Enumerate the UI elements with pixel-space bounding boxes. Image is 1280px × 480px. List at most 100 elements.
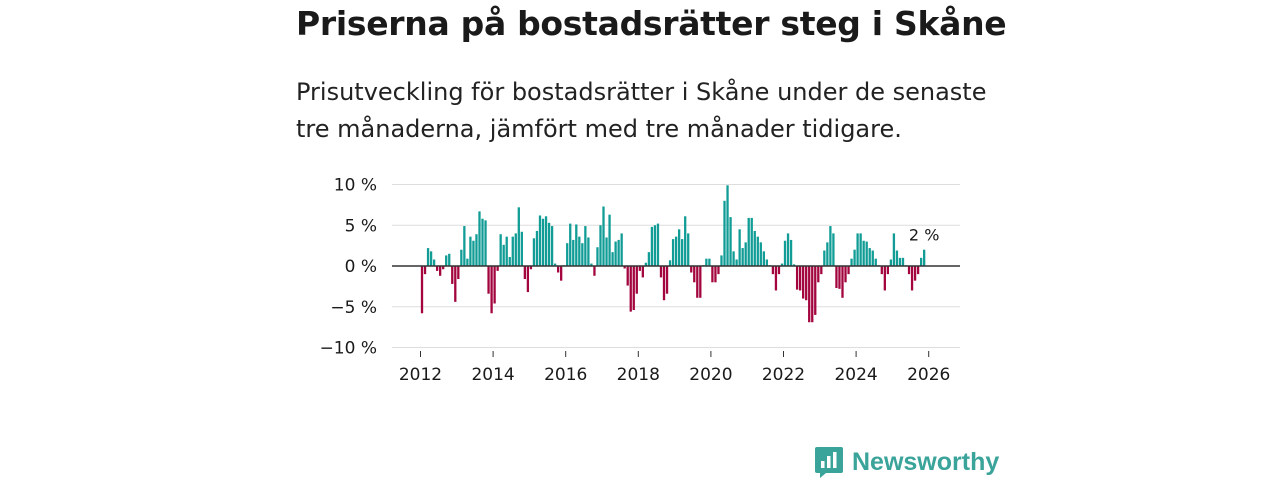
bar — [759, 242, 762, 267]
bar — [714, 266, 717, 283]
bar — [435, 266, 439, 271]
bar — [681, 239, 684, 266]
bar — [671, 239, 675, 266]
bar — [466, 258, 469, 267]
chart-subtitle: Prisutveckling för bostadsrätter i Skåne… — [296, 78, 987, 143]
bar — [826, 242, 829, 267]
bar — [632, 266, 635, 311]
x-tick-label: 2018 — [617, 365, 660, 385]
bar — [587, 237, 590, 266]
bar — [617, 239, 620, 266]
bar — [454, 266, 457, 302]
bar — [913, 266, 917, 281]
bar — [442, 266, 445, 270]
bar — [508, 257, 511, 267]
bar — [448, 253, 451, 267]
bar — [919, 257, 923, 266]
bar — [517, 207, 520, 266]
bar — [668, 260, 672, 267]
bar — [747, 217, 750, 266]
bar — [556, 266, 560, 273]
bar — [505, 236, 508, 266]
bar — [811, 266, 814, 323]
bar — [901, 257, 905, 266]
bar — [478, 211, 481, 266]
bar — [862, 240, 865, 267]
bar — [629, 266, 632, 312]
bar — [841, 266, 844, 298]
bar — [786, 233, 790, 266]
chart-title: Priserna på bostadsrätter steg i Skåne — [296, 4, 1007, 43]
bar — [756, 236, 759, 266]
bar — [662, 266, 666, 301]
bar — [762, 251, 765, 266]
bar — [575, 224, 578, 266]
bar — [484, 220, 487, 266]
bar — [844, 266, 847, 283]
x-tick-label: 2020 — [689, 365, 732, 385]
bar — [886, 266, 890, 275]
x-tick-label: 2016 — [544, 365, 587, 385]
bar — [780, 263, 784, 266]
bar — [835, 266, 838, 289]
bar — [429, 251, 433, 266]
bar — [892, 233, 896, 266]
bar — [560, 266, 563, 281]
bar — [783, 240, 787, 267]
bar — [823, 250, 826, 266]
bar — [635, 266, 638, 294]
bar — [814, 266, 817, 315]
bar — [898, 257, 902, 266]
newsworthy-logo[interactable]: Newsworthy — [814, 446, 999, 478]
bar — [623, 266, 626, 269]
bar — [856, 233, 859, 266]
bar — [832, 233, 835, 266]
bar — [874, 258, 877, 267]
y-tick-label: −10 % — [320, 339, 377, 359]
bar — [535, 230, 539, 266]
y-tick-label: 0 % — [345, 257, 377, 277]
bar — [829, 226, 832, 266]
bar — [475, 234, 478, 267]
bar — [916, 266, 920, 275]
last-value-annotation: 2 % — [909, 226, 939, 245]
bar — [590, 263, 593, 266]
bar — [647, 252, 651, 267]
x-tick-label: 2022 — [762, 365, 805, 385]
bar — [520, 231, 523, 266]
bar — [853, 249, 856, 266]
bar — [895, 250, 899, 266]
bar — [626, 266, 629, 286]
bar — [641, 266, 644, 278]
bar — [820, 266, 823, 275]
bar — [693, 266, 696, 283]
bar — [910, 266, 914, 291]
bar — [817, 266, 820, 283]
x-tick-label: 2024 — [834, 365, 877, 385]
bar — [753, 230, 756, 266]
bar — [802, 266, 805, 299]
bar — [566, 243, 569, 266]
bar — [889, 259, 893, 266]
bar — [432, 259, 436, 266]
bar — [423, 266, 427, 275]
x-tick-label: 2026 — [907, 365, 950, 385]
bar — [868, 248, 871, 266]
bar — [596, 247, 599, 266]
bars — [420, 185, 926, 323]
bar — [620, 233, 623, 266]
bar — [426, 248, 430, 266]
bar — [650, 226, 654, 266]
bar — [487, 266, 490, 294]
bar — [511, 236, 514, 266]
bar — [538, 215, 542, 266]
bar — [656, 223, 660, 266]
bar — [523, 266, 527, 280]
bar — [708, 258, 711, 267]
bar — [798, 266, 802, 291]
y-tick-label: 10 % — [334, 176, 377, 196]
bar — [771, 266, 775, 275]
bar — [907, 266, 911, 275]
bar — [735, 259, 738, 266]
newsworthy-logo-icon — [815, 447, 843, 478]
